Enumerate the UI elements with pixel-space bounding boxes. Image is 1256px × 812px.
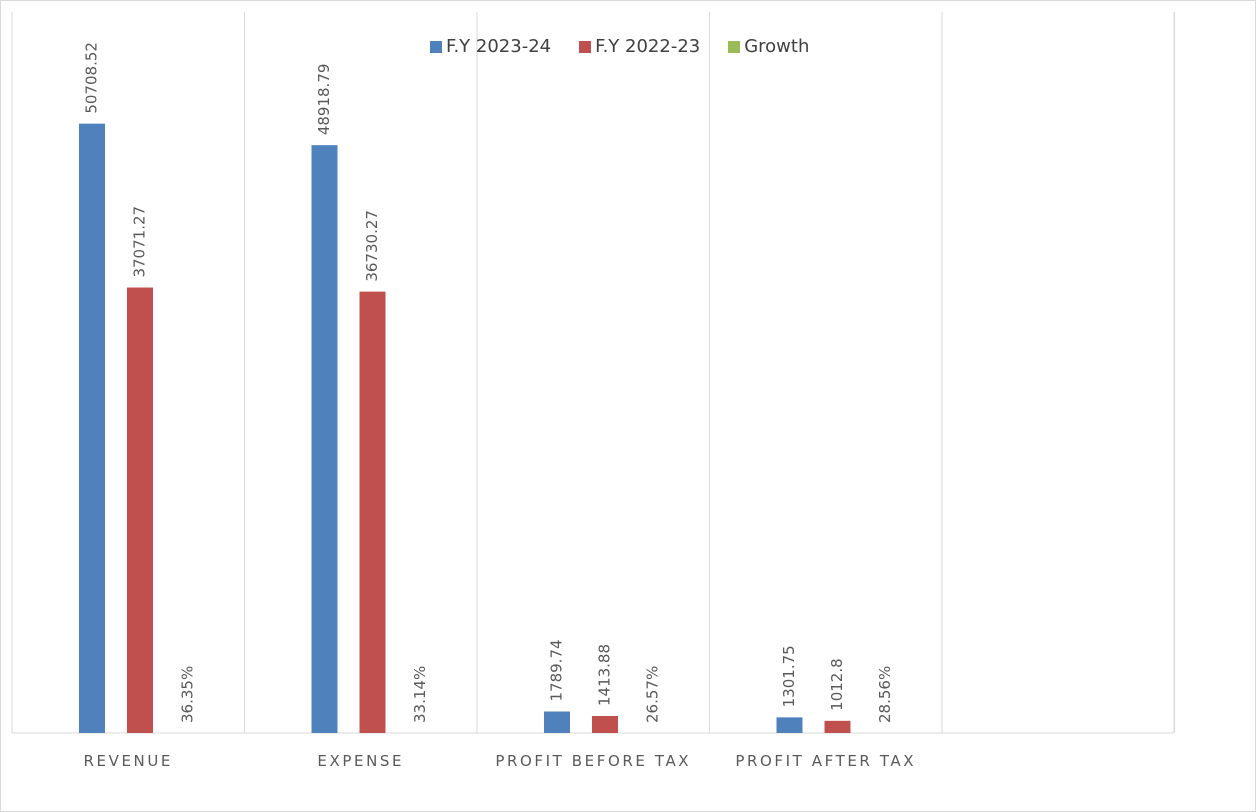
bar <box>592 716 618 733</box>
x-tick-label: EXPENSE <box>317 752 404 770</box>
data-label: 28.56% <box>876 666 894 723</box>
bar <box>127 287 153 733</box>
legend: F.Y 2023-24 F.Y 2022-23 Growth <box>430 36 809 57</box>
legend-item-growth: Growth <box>728 36 809 57</box>
data-label: 1012.8 <box>828 658 846 711</box>
legend-swatch-fy2022-23 <box>579 40 592 53</box>
data-label: 37071.27 <box>131 206 149 278</box>
x-tick-label: PROFIT AFTER TAX <box>735 752 916 770</box>
data-label: 36730.27 <box>363 210 381 282</box>
legend-swatch-fy2023-24 <box>430 40 442 53</box>
bar <box>311 145 338 734</box>
x-tick-label: PROFIT BEFORE TAX <box>495 752 691 770</box>
data-label: 1789.74 <box>548 639 566 701</box>
x-tick-label: REVENUE <box>83 752 173 770</box>
data-label: 26.57% <box>644 666 662 723</box>
legend-label-growth: Growth <box>744 36 810 57</box>
data-label: 1301.75 <box>780 645 798 707</box>
bar <box>359 291 386 733</box>
bar <box>824 720 851 733</box>
legend-swatch-growth <box>728 40 741 53</box>
legend-item-fy2023-24: F.Y 2023-24 <box>430 36 551 57</box>
bar <box>776 717 803 733</box>
data-label: 36.35% <box>179 666 197 723</box>
legend-label-fy2023-24: F.Y 2023-24 <box>446 36 552 57</box>
bar <box>79 123 105 734</box>
data-label: 33.14% <box>411 666 429 723</box>
data-label: 48918.79 <box>315 64 333 136</box>
data-label: 50708.52 <box>83 42 101 114</box>
data-label: 1413.88 <box>596 644 614 706</box>
legend-item-fy2022-23: F.Y 2022-23 <box>579 36 700 57</box>
legend-label-fy2022-23: F.Y 2022-23 <box>595 36 701 57</box>
bar <box>544 711 570 733</box>
